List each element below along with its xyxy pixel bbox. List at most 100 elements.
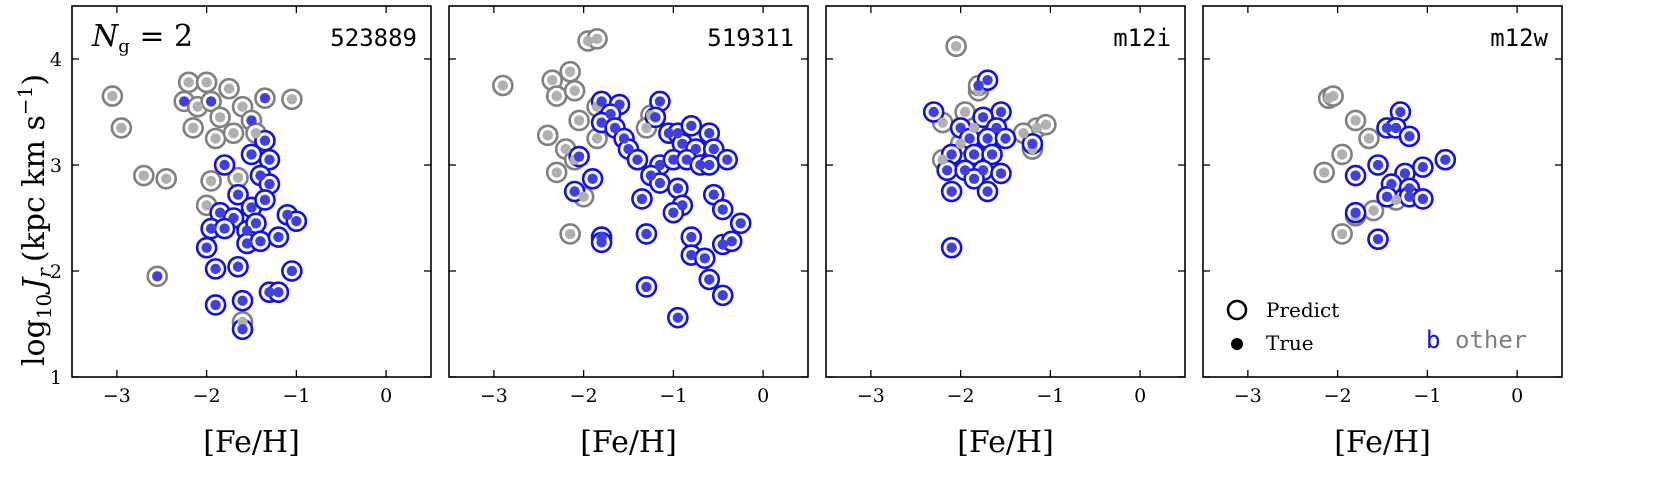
true-marker [636,193,648,205]
x-tick-label: −2 [570,385,598,407]
true-marker [668,154,679,165]
x-axis-label: [Fe/H] [580,425,677,460]
panel-title: 523889 [330,24,417,52]
x-tick-label: −1 [282,385,310,407]
panel-title: 519311 [707,24,794,52]
legend-predict-label: Predict [1266,298,1339,322]
true-marker [699,253,710,264]
y-tick-label: 3 [50,155,62,177]
true-marker [735,218,746,229]
true-marker [596,237,607,248]
true-marker [237,101,248,112]
true-marker [255,236,266,247]
true-marker [273,287,284,298]
true-marker [569,85,580,97]
true-marker [968,122,980,134]
true-marker [955,122,966,134]
true-marker [223,83,235,94]
plot-frame [71,5,432,378]
true-marker [672,128,684,139]
x-tick-label: 0 [380,385,392,407]
true-marker [654,159,666,171]
true-marker [964,133,975,144]
true-marker [1363,133,1375,144]
true-marker [259,93,271,104]
true-marker [654,96,666,107]
y-tick-label: 2 [50,261,62,283]
true-marker [1350,115,1361,126]
true-marker [1372,234,1384,245]
true-marker [259,135,271,146]
y-label-var: J [17,276,52,296]
true-marker [623,143,634,155]
x-axis-label: [Fe/H] [957,425,1054,460]
true-marker [547,75,558,86]
true-marker [246,149,257,160]
true-marker [686,120,697,131]
true-marker [560,143,571,155]
true-marker [1404,183,1415,194]
true-marker [210,263,221,275]
true-marker [232,189,244,200]
x-tick-label: −3 [1234,385,1262,407]
true-marker [192,101,203,112]
true-marker [614,99,625,110]
true-marker [591,33,603,45]
x-tick-label: −1 [659,385,687,407]
x-tick-label: −2 [1324,385,1352,407]
true-marker [183,77,194,88]
true-marker [672,183,684,194]
ng-sub: g [118,36,130,57]
ng-letter: N [91,19,120,54]
true-marker [542,130,553,141]
panel-523889: −3 −2 −1 0 1 2 3 4 [Fe/H] 523889 [50,5,432,460]
true-marker [264,154,275,165]
true-marker [946,242,957,253]
x-tick-label: 0 [1511,385,1523,407]
true-dots [497,33,746,323]
x-tick-label: −1 [1036,385,1064,407]
true-marker [219,223,230,234]
true-marker [977,165,989,176]
true-marker [941,165,953,176]
true-marker [214,112,226,123]
true-marker [497,80,509,91]
true-marker [551,167,562,178]
true-marker [1350,207,1361,218]
true-marker [645,170,657,181]
true-marker [551,90,562,102]
true-marker [695,159,706,171]
true-marker [201,77,212,88]
legend-predict-marker [1226,299,1248,321]
legend-group-b: b [1426,326,1440,354]
true-marker [686,231,697,243]
true-marker [991,122,1002,134]
true-marker [205,223,217,234]
y-axis-label: log10Jr (kpc km s−1) [13,74,56,366]
true-marker [708,189,719,200]
true-marker [605,108,616,120]
y-label-close: ) [17,74,52,86]
true-marker [1350,170,1361,181]
true-marker [1390,194,1402,206]
true-marker [591,133,603,144]
true-marker [677,200,688,211]
true-marker [681,154,693,165]
ng-value: = 2 [130,19,193,54]
true-marker [959,165,971,176]
true-marker [1000,133,1011,144]
true-marker [717,239,728,250]
true-marker [973,80,984,91]
predict-rings [1313,85,1457,250]
true-marker [573,151,585,162]
x-tick-label: −3 [103,385,131,407]
true-marker [596,96,607,107]
true-marker [232,261,244,272]
y-label-var-sub: r [32,267,56,278]
true-marker [641,281,652,293]
x-tick-label: −1 [1413,385,1441,407]
x-tick-label: −2 [193,385,221,407]
true-dots [1318,90,1451,245]
true-marker [237,324,248,335]
true-marker [228,128,239,139]
